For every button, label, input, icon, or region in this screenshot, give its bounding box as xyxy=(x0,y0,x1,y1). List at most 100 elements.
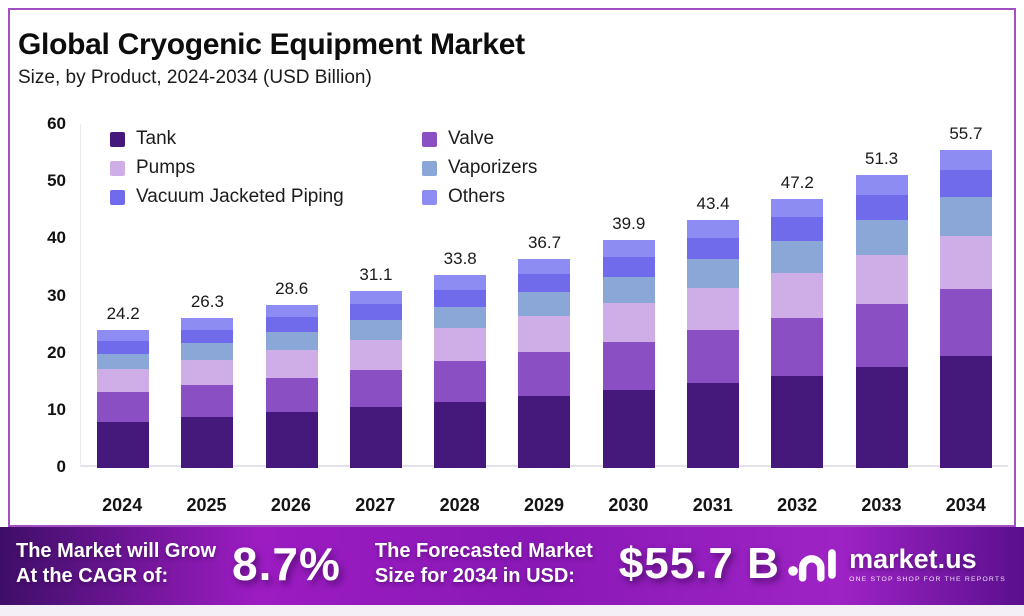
bars-container: 24.2 26.3 28.6 31.1 33.8 36.7 39.9 43.4 47.2 51.3… xyxy=(80,124,1008,469)
bar-2032 xyxy=(771,198,824,469)
segment-pumps xyxy=(349,339,402,370)
segment-valve xyxy=(602,341,655,391)
legend-label: Valve xyxy=(448,128,495,149)
segment-vaporizers xyxy=(434,306,487,329)
brand-logo: market.us ONE STOP SHOP FOR THE REPORTS xyxy=(787,543,1006,585)
forecast-label: The Forecasted Market Size for 2034 in U… xyxy=(375,539,593,589)
chart-legend: Tank Valve Pumps Vaporizers Vacuum Jacketed … xyxy=(110,128,537,208)
x-tick-label-2032: 2032 xyxy=(777,495,818,515)
brand-tagline: ONE STOP SHOP FOR THE REPORTS xyxy=(849,575,1006,583)
segment-vacuum-jacketed-piping xyxy=(265,317,318,332)
bar-column-2025: 26.3 xyxy=(165,124,249,469)
bar-column-2031: 43.4 xyxy=(671,124,755,469)
segment-others xyxy=(97,330,150,342)
segment-pumps xyxy=(181,359,234,385)
segment-others xyxy=(687,220,740,238)
y-tick-label: 10 xyxy=(47,399,66,419)
segment-vacuum-jacketed-piping xyxy=(855,194,908,220)
legend-label: Tank xyxy=(136,128,177,149)
bar-column-2030: 39.9 xyxy=(587,124,671,469)
plot-area: 24.2 26.3 28.6 31.1 33.8 36.7 39.9 43.4 47.2 51.3… xyxy=(80,124,1008,469)
segment-pumps xyxy=(602,303,655,342)
segment-vaporizers xyxy=(97,353,150,369)
segment-vaporizers xyxy=(855,219,908,255)
segment-others xyxy=(855,175,908,195)
cagr-label: The Market will Grow At the CAGR of: xyxy=(16,539,216,589)
bar-total-label: 26.3 xyxy=(190,292,224,312)
segment-others xyxy=(518,258,571,275)
segment-vacuum-jacketed-piping xyxy=(602,256,655,277)
segment-tank xyxy=(771,375,824,469)
segment-pumps xyxy=(855,254,908,304)
segment-valve xyxy=(771,318,824,376)
bar-total-label: 33.8 xyxy=(443,249,477,269)
segment-vaporizers xyxy=(349,319,402,340)
segment-others xyxy=(602,240,655,257)
segment-others xyxy=(265,305,318,317)
legend-item-vacuum-jacketed-piping: Vacuum Jacketed Piping xyxy=(110,186,422,208)
x-tick-label-2025: 2025 xyxy=(186,495,227,515)
x-tick-label-2034: 2034 xyxy=(945,495,986,515)
bar-column-2028: 33.8 xyxy=(418,124,502,469)
bar-column-2033: 51.3 xyxy=(839,124,923,469)
segment-pumps xyxy=(265,350,318,378)
segment-vacuum-jacketed-piping xyxy=(434,289,487,307)
segment-vacuum-jacketed-piping xyxy=(518,274,571,293)
x-tick-label-2029: 2029 xyxy=(523,495,565,515)
forecast-value: $55.7 B xyxy=(618,539,780,588)
x-tick-label-2027: 2027 xyxy=(355,495,396,515)
bar-total-label: 47.2 xyxy=(780,172,814,192)
y-tick-label: 30 xyxy=(47,285,66,305)
segment-valve xyxy=(97,391,150,422)
forecast-label-line1: The Forecasted Market xyxy=(374,540,593,562)
bar-column-2032: 47.2 xyxy=(755,124,839,469)
bar-column-2029: 36.7 xyxy=(502,124,586,469)
segment-vaporizers xyxy=(181,343,234,360)
y-axis: 0 10 20 30 40 50 60 xyxy=(22,114,66,476)
x-tick-label-2033: 2033 xyxy=(861,495,902,515)
cagr-label-line2: At the CAGR of: xyxy=(16,565,169,587)
legend-label: Others xyxy=(448,186,506,207)
segment-valve xyxy=(434,360,487,403)
legend-item-pumps: Pumps xyxy=(110,157,422,179)
segment-vacuum-jacketed-piping xyxy=(97,341,150,354)
segment-tank xyxy=(518,396,571,469)
bar-2028 xyxy=(434,275,487,469)
x-tick-label-2030: 2030 xyxy=(608,495,649,515)
y-tick-label: 20 xyxy=(47,342,66,362)
legend-swatch-vacuum-jacketed-piping xyxy=(110,189,125,205)
legend-item-tank: Tank xyxy=(110,128,422,150)
segment-valve xyxy=(518,351,571,397)
segment-others xyxy=(434,275,487,290)
legend-item-vaporizers: Vaporizers xyxy=(422,157,537,179)
legend-label: Vacuum Jacketed Piping xyxy=(136,186,344,207)
bar-2027 xyxy=(349,290,402,469)
x-tick-label-2024: 2024 xyxy=(102,495,143,515)
segment-tank xyxy=(97,421,150,469)
y-tick-label: 60 xyxy=(47,114,66,133)
segment-pumps xyxy=(687,288,740,331)
legend-swatch-pumps xyxy=(110,160,125,176)
segment-valve xyxy=(855,303,908,367)
x-tick-label-2028: 2028 xyxy=(439,495,480,515)
cagr-label-line1: The Market will Grow xyxy=(16,540,217,562)
bar-2030 xyxy=(602,240,655,469)
segment-valve xyxy=(939,288,992,357)
segment-vacuum-jacketed-piping xyxy=(181,329,234,344)
bar-column-2027: 31.1 xyxy=(334,124,418,469)
page-title: Global Cryogenic Equipment Market xyxy=(18,28,525,61)
page-subtitle: Size, by Product, 2024-2034 (USD Billion… xyxy=(18,67,372,88)
legend-item-others: Others xyxy=(422,186,537,208)
legend-swatch-vaporizers xyxy=(422,160,437,176)
segment-valve xyxy=(265,377,318,413)
bar-column-2034: 55.7 xyxy=(924,124,1008,469)
y-tick-label: 50 xyxy=(47,171,66,191)
segment-pumps xyxy=(939,235,992,289)
segment-tank xyxy=(939,356,992,469)
segment-valve xyxy=(687,330,740,384)
bar-column-2026: 28.6 xyxy=(250,124,334,469)
segment-others xyxy=(939,150,992,170)
segment-vaporizers xyxy=(939,196,992,236)
segment-others xyxy=(181,318,234,330)
legend-label: Pumps xyxy=(136,157,196,178)
